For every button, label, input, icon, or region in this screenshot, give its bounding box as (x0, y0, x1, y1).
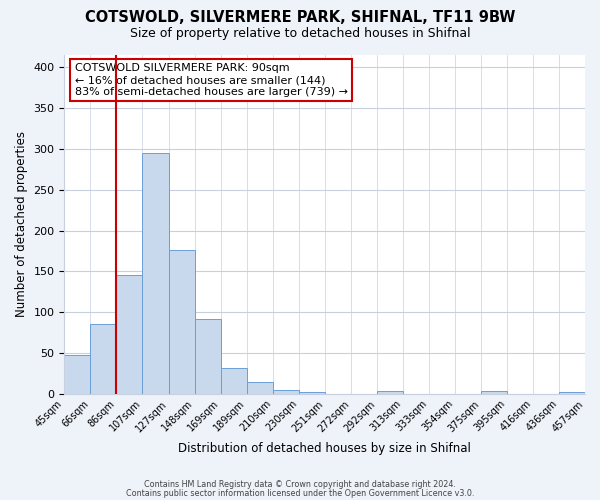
Text: COTSWOLD, SILVERMERE PARK, SHIFNAL, TF11 9BW: COTSWOLD, SILVERMERE PARK, SHIFNAL, TF11… (85, 10, 515, 25)
Text: Contains public sector information licensed under the Open Government Licence v3: Contains public sector information licen… (126, 488, 474, 498)
Bar (377, 392, 403, 394)
Bar (221, 368, 247, 394)
Bar (116, 276, 142, 394)
Text: Size of property relative to detached houses in Shifnal: Size of property relative to detached ho… (130, 28, 470, 40)
X-axis label: Distribution of detached houses by size in Shifnal: Distribution of detached houses by size … (178, 442, 471, 455)
Bar (64, 356, 91, 394)
Text: COTSWOLD SILVERMERE PARK: 90sqm
← 16% of detached houses are smaller (144)
83% o: COTSWOLD SILVERMERE PARK: 90sqm ← 16% of… (75, 64, 348, 96)
Text: Contains HM Land Registry data © Crown copyright and database right 2024.: Contains HM Land Registry data © Crown c… (144, 480, 456, 489)
Bar (247, 382, 272, 394)
Y-axis label: Number of detached properties: Number of detached properties (15, 132, 28, 318)
Bar (272, 390, 299, 394)
Bar (194, 318, 221, 394)
Bar (559, 392, 585, 394)
Bar (299, 392, 325, 394)
Bar (142, 153, 169, 394)
Bar (481, 390, 507, 394)
Bar (169, 250, 194, 394)
Bar (91, 324, 116, 394)
